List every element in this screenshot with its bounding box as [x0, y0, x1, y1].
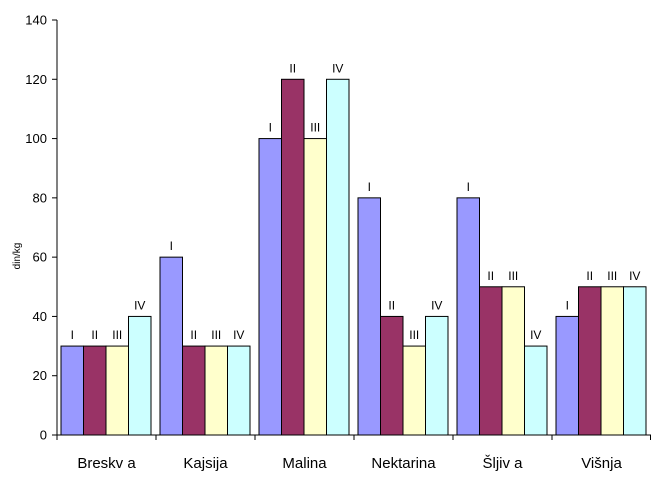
bar: [380, 315, 404, 436]
y-tick-label: 80: [33, 190, 47, 205]
data-label: I: [71, 328, 74, 342]
data-label: IV: [431, 298, 442, 312]
bar: [425, 315, 449, 436]
bar: [258, 138, 282, 436]
data-label: II: [388, 298, 395, 312]
bar: [623, 286, 647, 436]
y-tick-label: 100: [25, 131, 47, 146]
x-tick-label: Višnja: [581, 455, 622, 472]
data-label: IV: [530, 328, 541, 342]
data-label: IV: [332, 61, 343, 75]
y-axis-title: din/kg: [12, 243, 23, 270]
bar: [128, 315, 152, 436]
data-label: I: [269, 121, 272, 135]
y-tick-label: 140: [25, 13, 47, 28]
x-tick-label: Breskv a: [77, 455, 136, 472]
data-label: IV: [233, 328, 244, 342]
bar: [227, 345, 251, 436]
y-tick-label: 60: [33, 250, 47, 265]
x-tick-label: Nektarina: [371, 455, 436, 472]
x-tick-label: Šljiv a: [482, 455, 523, 472]
data-label: III: [310, 121, 320, 135]
bar: [83, 345, 107, 436]
data-label: I: [368, 180, 371, 194]
bar: [204, 345, 228, 436]
data-label: III: [211, 328, 221, 342]
bar: [182, 345, 206, 436]
bar: [524, 345, 548, 436]
bar: [600, 286, 624, 436]
bars-layer: [60, 78, 647, 436]
data-label: I: [170, 239, 173, 253]
bar: [303, 138, 327, 436]
data-label: I: [566, 298, 569, 312]
bar: [555, 315, 579, 436]
data-label: III: [112, 328, 122, 342]
x-tick-label: Kajsija: [183, 455, 228, 472]
y-tick-label: 40: [33, 309, 47, 324]
data-label: IV: [134, 298, 145, 312]
bar: [357, 197, 381, 436]
bar: [456, 197, 480, 436]
bar: [479, 286, 503, 436]
bar: [281, 78, 305, 436]
data-label: II: [586, 269, 593, 283]
data-label: III: [607, 269, 617, 283]
bar: [578, 286, 602, 436]
data-label: III: [508, 269, 518, 283]
data-label: II: [289, 61, 296, 75]
data-label: II: [487, 269, 494, 283]
bar: [326, 78, 350, 436]
bar: [402, 345, 426, 436]
axes-layer: 0 20 40 60 80 100 120 140 Breskv a Kajsija Malina N…: [25, 13, 651, 472]
y-tick-label: 120: [25, 72, 47, 87]
x-tick-label: Malina: [282, 455, 327, 472]
y-tick-label: 0: [40, 428, 47, 443]
data-label: II: [190, 328, 197, 342]
data-label: I: [467, 180, 470, 194]
bar: [159, 256, 183, 436]
bar: [60, 345, 84, 436]
bar: [501, 286, 525, 436]
data-label: IV: [629, 269, 640, 283]
data-label: II: [91, 328, 98, 342]
bar: [105, 345, 129, 436]
data-label: III: [409, 328, 419, 342]
y-tick-label: 20: [33, 368, 47, 383]
